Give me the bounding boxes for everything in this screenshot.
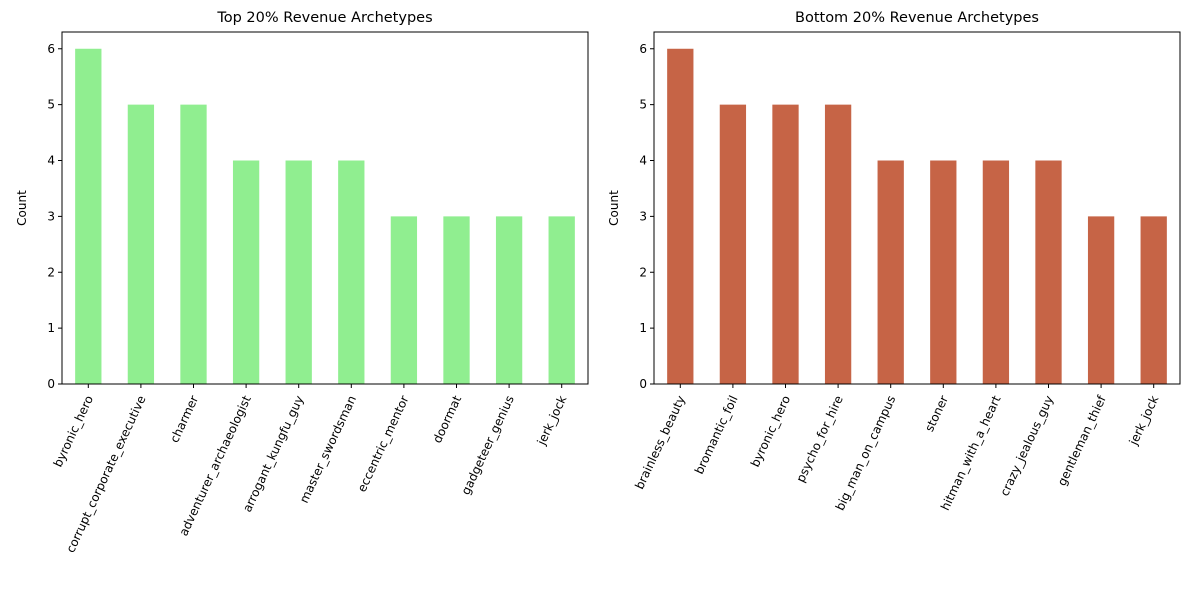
bar-byronic_hero — [75, 48, 102, 385]
bar-psycho_for_hire — [824, 104, 852, 384]
x-tick-label: eccentric_mentor — [355, 393, 412, 494]
y-tick-label: 5 — [639, 98, 647, 112]
y-tick-label: 4 — [47, 154, 55, 168]
plot-frame — [653, 31, 1181, 385]
x-tick-label: brainless_beauty — [632, 393, 688, 491]
y-tick-label: 0 — [47, 377, 55, 391]
y-tick-label: 0 — [639, 377, 647, 391]
plot-frame — [61, 31, 589, 385]
bar-gadgeteer_genius — [495, 216, 523, 384]
y-tick-label: 6 — [639, 42, 647, 56]
bar-charmer — [180, 104, 207, 384]
y-axis-label: Count — [15, 190, 29, 226]
bar-jerk_jock — [548, 216, 575, 384]
y-axis-label: Count — [607, 190, 621, 226]
x-tick-label: charmer — [167, 393, 201, 445]
x-tick-label: doormat — [430, 393, 464, 445]
chart-panel-1: 0123456byronic_herocorrupt_corporate_exe… — [15, 10, 589, 555]
x-tick-label: arrogant_kungfu_guy — [240, 393, 306, 514]
y-tick-label: 2 — [639, 265, 647, 279]
bar-crazy_jealous_guy — [1035, 160, 1062, 384]
bar-arrogant_kungfu_guy — [285, 160, 312, 384]
bar-brainless_beauty — [667, 48, 694, 385]
x-tick-label: jerk_jock — [534, 393, 569, 448]
bar-byronic_hero — [772, 104, 799, 384]
bar-stoner — [930, 160, 957, 384]
x-tick-label: psycho_for_hire — [793, 393, 845, 484]
x-tick-label: bromantic_foil — [692, 393, 741, 476]
y-tick-label: 4 — [639, 154, 647, 168]
y-tick-label: 5 — [47, 98, 55, 112]
y-tick-label: 1 — [47, 321, 55, 335]
x-tick-label: byronic_hero — [51, 393, 96, 469]
y-tick-label: 6 — [47, 42, 55, 56]
x-tick-label: byronic_hero — [748, 393, 793, 469]
x-tick-label: crazy_jealous_guy — [997, 393, 1056, 498]
bar-big_man_on_campus — [877, 160, 904, 384]
x-tick-label: hitman_with_a_heart — [938, 393, 1004, 513]
bar-jerk_jock — [1140, 216, 1167, 384]
bar-master_swordsman — [338, 160, 365, 384]
chart-title: Top 20% Revenue Archetypes — [216, 10, 432, 26]
bar-corrupt_corporate_executive — [127, 104, 155, 384]
x-tick-label: gentleman_thief — [1055, 393, 1109, 488]
x-tick-label: master_swordsman — [297, 393, 359, 505]
x-tick-label: stoner — [922, 393, 951, 434]
bar-hitman_with_a_heart — [982, 160, 1010, 384]
x-tick-label: gadgeteer_genius — [459, 393, 517, 497]
bar-doormat — [443, 216, 470, 384]
x-tick-label: big_man_on_campus — [833, 393, 899, 512]
bar-adventurer_archaeologist — [232, 160, 260, 384]
y-tick-label: 1 — [639, 321, 647, 335]
bar-gentleman_thief — [1087, 216, 1115, 384]
bar-eccentric_mentor — [390, 216, 418, 384]
y-tick-label: 3 — [47, 209, 55, 223]
x-tick-label: jerk_jock — [1126, 393, 1161, 448]
bar-bromantic_foil — [719, 104, 747, 384]
chart-title: Bottom 20% Revenue Archetypes — [795, 10, 1039, 26]
chart-panel-2: 0 1 2 3 4 5 6 brainless_beauty bromantic_foil byr… — [607, 10, 1181, 513]
y-tick-label: 2 — [47, 265, 55, 279]
y-tick-label: 3 — [639, 209, 647, 223]
